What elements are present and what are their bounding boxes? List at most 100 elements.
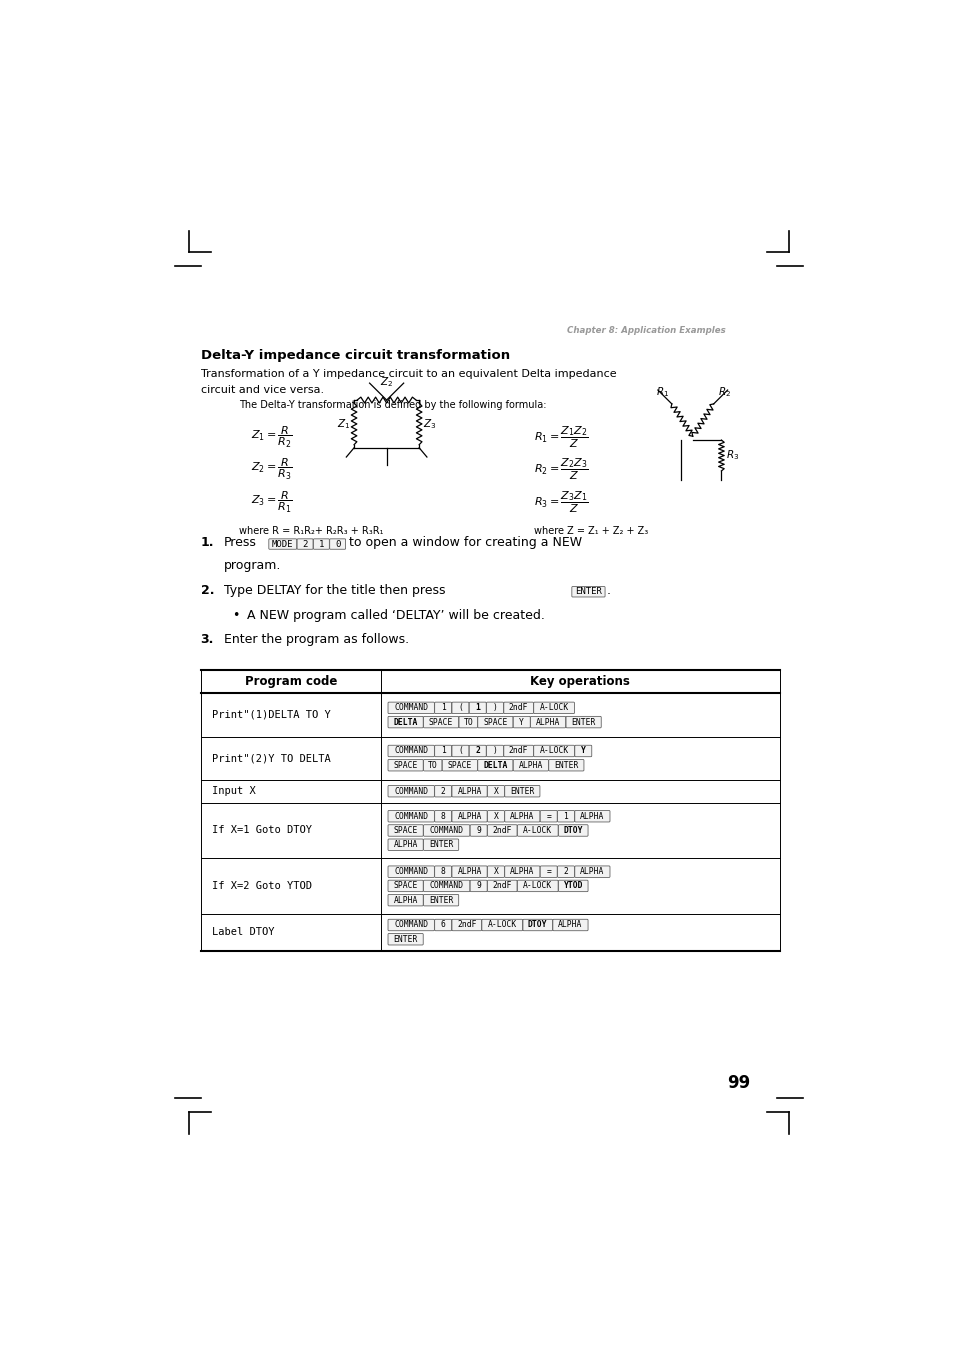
Text: COMMAND: COMMAND xyxy=(394,812,428,821)
FancyBboxPatch shape xyxy=(435,811,451,821)
Text: Key operations: Key operations xyxy=(530,676,630,689)
Text: DTOY: DTOY xyxy=(563,825,582,835)
FancyBboxPatch shape xyxy=(517,824,558,836)
FancyBboxPatch shape xyxy=(469,746,486,757)
Text: Y: Y xyxy=(518,717,523,727)
Text: A-LOCK: A-LOCK xyxy=(487,920,517,929)
FancyBboxPatch shape xyxy=(571,586,604,597)
FancyBboxPatch shape xyxy=(533,746,574,757)
Text: A-LOCK: A-LOCK xyxy=(522,825,552,835)
FancyBboxPatch shape xyxy=(565,716,600,728)
FancyBboxPatch shape xyxy=(388,881,423,892)
Text: 2: 2 xyxy=(475,747,479,755)
FancyBboxPatch shape xyxy=(423,759,441,771)
Text: $R_2 = \dfrac{Z_2 Z_3}{Z}$: $R_2 = \dfrac{Z_2 Z_3}{Z}$ xyxy=(534,457,588,482)
FancyBboxPatch shape xyxy=(522,919,552,931)
Text: where Z = Z₁ + Z₂ + Z₃: where Z = Z₁ + Z₂ + Z₃ xyxy=(534,527,647,536)
Text: ALPHA: ALPHA xyxy=(510,812,534,821)
FancyBboxPatch shape xyxy=(481,919,522,931)
FancyBboxPatch shape xyxy=(469,703,486,713)
FancyBboxPatch shape xyxy=(533,703,574,713)
FancyBboxPatch shape xyxy=(435,919,451,931)
FancyBboxPatch shape xyxy=(388,866,434,877)
Text: ALPHA: ALPHA xyxy=(456,867,481,877)
Text: DELTA: DELTA xyxy=(393,717,417,727)
FancyBboxPatch shape xyxy=(487,811,504,821)
Text: $R_1 = \dfrac{Z_1 Z_2}{Z}$: $R_1 = \dfrac{Z_1 Z_2}{Z}$ xyxy=(534,424,588,450)
Text: If X=1 Goto DTOY: If X=1 Goto DTOY xyxy=(212,825,312,835)
Text: 2ndF: 2ndF xyxy=(492,881,512,890)
Text: 8: 8 xyxy=(440,867,445,877)
FancyBboxPatch shape xyxy=(575,811,609,821)
Text: COMMAND: COMMAND xyxy=(429,825,463,835)
FancyBboxPatch shape xyxy=(539,866,557,877)
Text: ALPHA: ALPHA xyxy=(456,786,481,796)
Text: where R = R₁R₂+ R₂R₃ + R₃R₁: where R = R₁R₂+ R₂R₃ + R₃R₁ xyxy=(239,527,383,536)
Text: ENTER: ENTER xyxy=(429,840,453,850)
Text: X: X xyxy=(493,812,497,821)
Text: ALPHA: ALPHA xyxy=(393,840,417,850)
FancyBboxPatch shape xyxy=(423,839,458,851)
FancyBboxPatch shape xyxy=(388,839,423,851)
FancyBboxPatch shape xyxy=(530,716,565,728)
Text: ALPHA: ALPHA xyxy=(579,812,604,821)
FancyBboxPatch shape xyxy=(504,866,539,877)
FancyBboxPatch shape xyxy=(388,934,423,944)
Text: $R_3 = \dfrac{Z_3 Z_1}{Z}$: $R_3 = \dfrac{Z_3 Z_1}{Z}$ xyxy=(534,489,588,515)
FancyBboxPatch shape xyxy=(458,716,476,728)
Text: DTOY: DTOY xyxy=(527,920,547,929)
Text: (: ( xyxy=(457,704,462,712)
FancyBboxPatch shape xyxy=(388,785,434,797)
FancyBboxPatch shape xyxy=(452,746,469,757)
Text: COMMAND: COMMAND xyxy=(429,881,463,890)
Text: 2: 2 xyxy=(302,539,308,549)
FancyBboxPatch shape xyxy=(548,759,583,771)
Text: Enter the program as follows.: Enter the program as follows. xyxy=(224,634,409,646)
Text: $Z_3 = \dfrac{R}{R_1}$: $Z_3 = \dfrac{R}{R_1}$ xyxy=(251,489,293,515)
Text: $Z_1$: $Z_1$ xyxy=(336,417,350,431)
Text: TO: TO xyxy=(427,761,437,770)
FancyBboxPatch shape xyxy=(504,785,539,797)
Text: 2ndF: 2ndF xyxy=(456,920,476,929)
Text: X: X xyxy=(493,786,497,796)
FancyBboxPatch shape xyxy=(435,785,451,797)
Text: =: = xyxy=(546,867,551,877)
Text: ALPHA: ALPHA xyxy=(510,867,534,877)
Text: 1: 1 xyxy=(475,704,479,712)
Text: ENTER: ENTER xyxy=(429,896,453,905)
FancyBboxPatch shape xyxy=(557,811,574,821)
Text: ENTER: ENTER xyxy=(571,717,596,727)
FancyBboxPatch shape xyxy=(423,824,470,836)
Text: A-LOCK: A-LOCK xyxy=(522,881,552,890)
FancyBboxPatch shape xyxy=(452,785,487,797)
FancyBboxPatch shape xyxy=(553,919,587,931)
Text: 2.: 2. xyxy=(200,584,213,597)
FancyBboxPatch shape xyxy=(558,824,587,836)
Text: A NEW program called ‘DELTAY’ will be created.: A NEW program called ‘DELTAY’ will be cr… xyxy=(247,609,544,621)
FancyBboxPatch shape xyxy=(477,759,513,771)
FancyBboxPatch shape xyxy=(452,811,487,821)
Text: SPACE: SPACE xyxy=(393,881,417,890)
FancyBboxPatch shape xyxy=(388,894,423,907)
Text: Type DELTAY for the title then press: Type DELTAY for the title then press xyxy=(224,584,445,597)
Text: =: = xyxy=(546,812,551,821)
Text: 2: 2 xyxy=(440,786,445,796)
FancyBboxPatch shape xyxy=(442,759,476,771)
Text: circuit and vice versa.: circuit and vice versa. xyxy=(200,385,323,394)
FancyBboxPatch shape xyxy=(513,716,530,728)
Text: 9: 9 xyxy=(476,825,480,835)
Text: 1: 1 xyxy=(318,539,324,549)
FancyBboxPatch shape xyxy=(487,824,517,836)
Text: ): ) xyxy=(492,704,497,712)
Text: $R_2$: $R_2$ xyxy=(718,385,731,400)
Text: SPACE: SPACE xyxy=(447,761,472,770)
Text: $Z_2 = \dfrac{R}{R_3}$: $Z_2 = \dfrac{R}{R_3}$ xyxy=(251,457,293,482)
FancyBboxPatch shape xyxy=(388,811,434,821)
FancyBboxPatch shape xyxy=(539,811,557,821)
FancyBboxPatch shape xyxy=(388,746,434,757)
Text: $R_1$: $R_1$ xyxy=(655,385,668,400)
Text: SPACE: SPACE xyxy=(393,761,417,770)
Text: to open a window for creating a NEW: to open a window for creating a NEW xyxy=(349,536,581,550)
Text: SPACE: SPACE xyxy=(482,717,507,727)
FancyBboxPatch shape xyxy=(388,824,423,836)
